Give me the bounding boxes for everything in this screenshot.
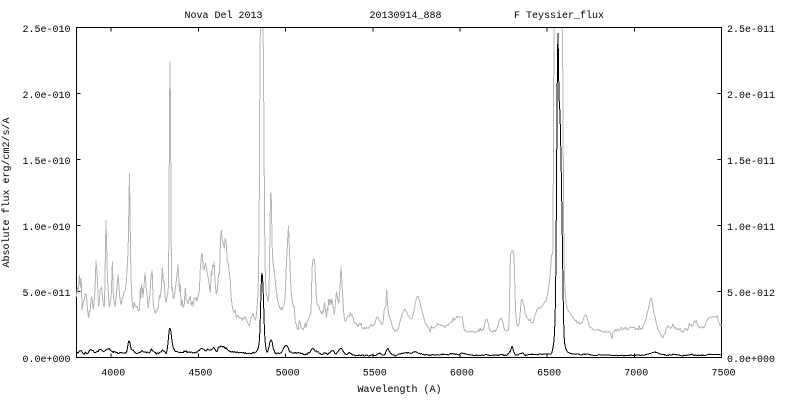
svg-text:5500: 5500 bbox=[363, 369, 387, 380]
svg-text:2.0e-010: 2.0e-010 bbox=[22, 91, 70, 102]
svg-text:5.0e-011: 5.0e-011 bbox=[22, 289, 70, 300]
svg-text:Wavelength (A): Wavelength (A) bbox=[357, 384, 441, 396]
svg-text:7000: 7000 bbox=[624, 369, 648, 380]
svg-text:5000: 5000 bbox=[276, 369, 300, 380]
svg-text:2.5e-011: 2.5e-011 bbox=[727, 25, 775, 36]
svg-text:5.0e-012: 5.0e-012 bbox=[727, 289, 775, 300]
svg-text:1.0e-010: 1.0e-010 bbox=[22, 223, 70, 234]
svg-text:1.5e-011: 1.5e-011 bbox=[727, 157, 775, 168]
svg-text:2.0e-011: 2.0e-011 bbox=[727, 91, 775, 102]
svg-text:4500: 4500 bbox=[188, 369, 212, 380]
svg-text:20130914_888: 20130914_888 bbox=[369, 11, 441, 22]
svg-text:4000: 4000 bbox=[101, 369, 125, 380]
svg-text:2.5e-010: 2.5e-010 bbox=[22, 25, 70, 36]
svg-text:0.0e+000: 0.0e+000 bbox=[22, 355, 70, 366]
svg-text:Absolute flux erg/cm2/s/A: Absolute flux erg/cm2/s/A bbox=[1, 117, 13, 267]
svg-text:7500: 7500 bbox=[711, 369, 735, 380]
svg-text:0.0e+000: 0.0e+000 bbox=[727, 355, 775, 366]
svg-text:1.0e-011: 1.0e-011 bbox=[727, 223, 775, 234]
svg-text:F Teyssier_flux: F Teyssier_flux bbox=[514, 10, 604, 22]
svg-text:1.5e-010: 1.5e-010 bbox=[22, 157, 70, 168]
svg-text:6500: 6500 bbox=[537, 369, 561, 380]
svg-text:6000: 6000 bbox=[450, 369, 474, 380]
svg-text:Nova Del 2013: Nova Del 2013 bbox=[184, 10, 262, 22]
